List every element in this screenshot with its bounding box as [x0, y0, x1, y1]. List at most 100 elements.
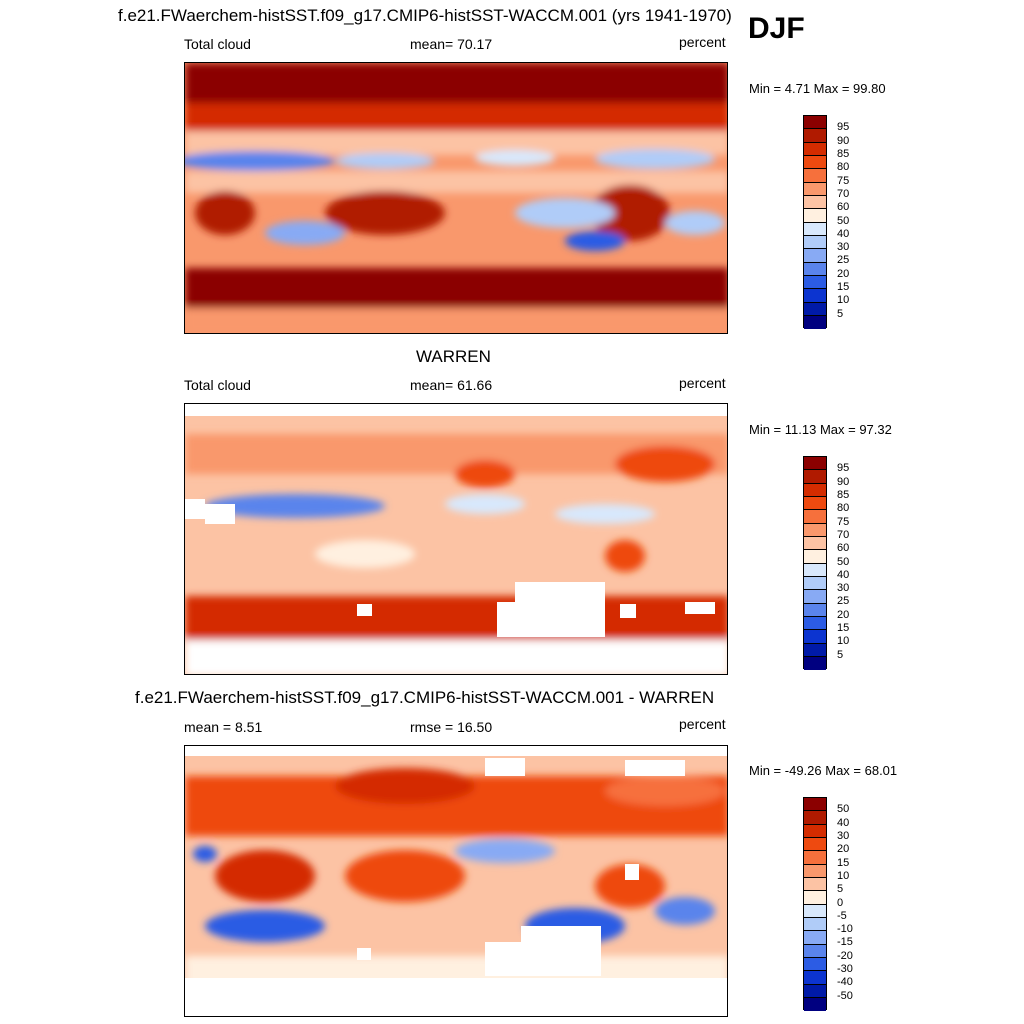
colorbar-tick-label: 15 [837, 856, 850, 869]
panel-2-minmax: Min = 11.13 Max = 97.32 [749, 422, 892, 437]
colorbar-swatch [804, 275, 826, 290]
panel-3-minmax: Min = -49.26 Max = 68.01 [749, 763, 898, 778]
colorbar-tick-label: 20 [837, 608, 850, 621]
colorbar-swatch [804, 917, 826, 932]
colorbar-swatch [804, 289, 826, 303]
panel-2-left-label: Total cloud [184, 377, 251, 393]
colorbar-swatch [804, 590, 826, 604]
colorbar-swatch [804, 129, 826, 143]
colorbar-tick-label: 50 [837, 214, 850, 227]
colorbar-tick-label: -30 [837, 963, 853, 976]
panel-1-title: f.e21.FWaerchem-histSST.f09_g17.CMIP6-hi… [118, 6, 732, 25]
colorbar-tick-label: 10 [837, 294, 850, 307]
colorbar-tick-label: 70 [837, 528, 850, 541]
colorbar-tick-label: 20 [837, 843, 850, 856]
panel-1-colorbar [803, 115, 827, 330]
panel-2-mean-label: mean= 61.66 [410, 377, 493, 393]
colorbar-tick-label: 15 [837, 622, 850, 635]
colorbar-swatch [804, 931, 826, 945]
colorbar-tick-label: -15 [837, 936, 853, 949]
colorbar-tick-label: 15 [837, 281, 850, 294]
season-label: DJF [748, 12, 805, 45]
colorbar-tick-label: 25 [837, 595, 850, 608]
colorbar-swatch [804, 877, 826, 892]
colorbar-swatch [804, 851, 826, 865]
colorbar-tick-label: 5 [837, 883, 844, 896]
colorbar-tick-label: 50 [837, 803, 850, 816]
panel-1-map-field [185, 63, 727, 333]
colorbar-tick-label: 5 [837, 648, 844, 661]
colorbar-swatch [804, 957, 826, 972]
panel-2-title: WARREN [416, 347, 491, 366]
colorbar-tick-label: 75 [837, 515, 850, 528]
colorbar-tick-label: 25 [837, 254, 850, 267]
colorbar-swatch [804, 116, 826, 130]
colorbar-tick-label: 30 [837, 582, 850, 595]
colorbar-swatch [804, 302, 826, 316]
panel-3-map-field [185, 746, 727, 1016]
colorbar-tick-label: -5 [837, 909, 847, 922]
colorbar-tick-label: 90 [837, 134, 850, 147]
colorbar-swatch [804, 824, 826, 838]
colorbar-swatch [804, 944, 826, 958]
colorbar-swatch [804, 155, 826, 170]
colorbar-tick-label: -10 [837, 923, 853, 936]
colorbar-tick-label: 60 [837, 201, 850, 214]
colorbar-swatch [804, 864, 826, 878]
colorbar-swatch [804, 891, 826, 905]
colorbar-swatch [804, 315, 826, 330]
colorbar-tick-label: 80 [837, 502, 850, 515]
colorbar-swatch [804, 550, 826, 564]
colorbar-tick-label: 40 [837, 227, 850, 240]
colorbar-tick-label: 5 [837, 307, 844, 320]
colorbar-tick-label: 30 [837, 241, 850, 254]
colorbar-swatch [804, 643, 826, 657]
colorbar-tick-label: 70 [837, 187, 850, 200]
colorbar-tick-label: 90 [837, 475, 850, 488]
colorbar-swatch [804, 169, 826, 183]
panel-2-map [184, 403, 728, 675]
colorbar-tick-label: 50 [837, 555, 850, 568]
colorbar-swatch [804, 576, 826, 591]
colorbar-swatch [804, 222, 826, 236]
panel-1-left-label: Total cloud [184, 36, 251, 52]
colorbar-swatch [804, 603, 826, 617]
colorbar-swatch [804, 563, 826, 577]
colorbar-swatch [804, 523, 826, 537]
colorbar-tick-label: 85 [837, 488, 850, 501]
colorbar-swatch [804, 971, 826, 985]
colorbar-tick-label: 80 [837, 161, 850, 174]
panel-1-units-label: percent [679, 34, 726, 50]
colorbar-swatch [804, 195, 826, 210]
colorbar-tick-label: -50 [837, 989, 853, 1002]
colorbar-swatch [804, 630, 826, 644]
panel-1-mean-label: mean= 70.17 [410, 36, 493, 52]
panel-3-colorbar [803, 797, 827, 1012]
colorbar-swatch [804, 249, 826, 263]
colorbar-swatch [804, 142, 826, 156]
colorbar-tick-label: 0 [837, 896, 844, 909]
panel-3-title: f.e21.FWaerchem-histSST.f09_g17.CMIP6-hi… [135, 688, 715, 707]
colorbar-swatch [804, 904, 826, 918]
colorbar-swatch [804, 656, 826, 671]
colorbar-swatch [804, 984, 826, 998]
colorbar-tick-label: -20 [837, 949, 853, 962]
colorbar-swatch [804, 536, 826, 551]
colorbar-tick-label: 30 [837, 829, 850, 842]
panel-3-map [184, 745, 728, 1017]
colorbar-swatch [804, 262, 826, 276]
colorbar-swatch [804, 209, 826, 223]
panel-3-units-label: percent [679, 716, 726, 732]
panel-2-units-label: percent [679, 375, 726, 391]
panel-2-colorbar [803, 456, 827, 671]
colorbar-swatch [804, 811, 826, 825]
colorbar-swatch [804, 470, 826, 484]
colorbar-tick-label: 40 [837, 568, 850, 581]
colorbar-tick-label: 40 [837, 816, 850, 829]
colorbar-swatch [804, 483, 826, 497]
colorbar-swatch [804, 235, 826, 250]
colorbar-swatch [804, 798, 826, 812]
panel-1-map [184, 62, 728, 334]
colorbar-tick-label: 10 [837, 869, 850, 882]
colorbar-tick-label: 95 [837, 462, 850, 475]
